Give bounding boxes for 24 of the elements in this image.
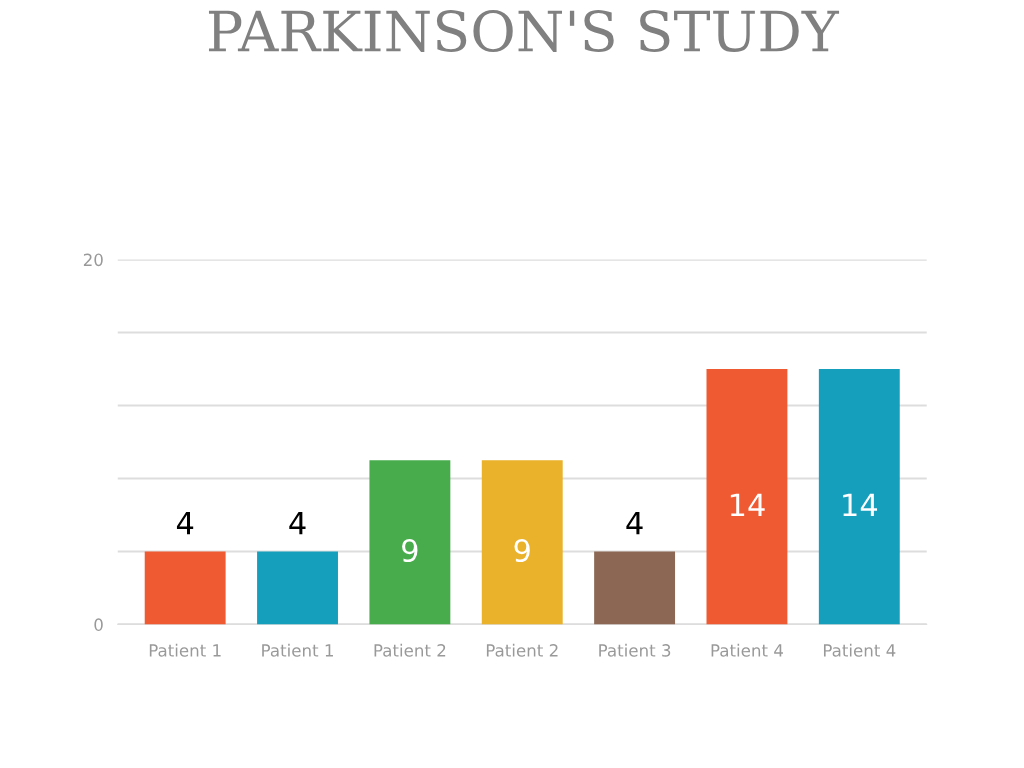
x-tick-label: Patient 4 — [823, 643, 896, 657]
x-tick-label: Patient 4 — [711, 643, 783, 657]
bar — [369, 460, 451, 625]
bar — [257, 551, 338, 625]
bar — [144, 551, 226, 625]
data-label: 14 — [730, 493, 765, 517]
bar — [818, 369, 900, 625]
data-label: 4 — [289, 512, 306, 535]
data-label: 4 — [626, 512, 643, 535]
x-tick-label: Patient 1 — [262, 643, 333, 657]
data-label: 14 — [843, 493, 878, 517]
bar — [706, 369, 788, 625]
bar — [594, 551, 676, 625]
data-label: 9 — [514, 539, 530, 563]
x-tick-label: Patient 2 — [374, 643, 446, 657]
chart-title: PARKINSON'S STUDY — [208, 10, 840, 53]
data-label: 4 — [176, 512, 194, 535]
y-tick-label: 0 — [94, 618, 103, 631]
y-tick-label: 20 — [83, 253, 103, 267]
x-tick-label: Patient 2 — [486, 643, 558, 657]
x-tick-label: Patient 3 — [599, 643, 671, 657]
bar — [481, 460, 563, 625]
data-label: 9 — [402, 539, 418, 563]
x-tick-label: Patient 1 — [149, 643, 221, 657]
